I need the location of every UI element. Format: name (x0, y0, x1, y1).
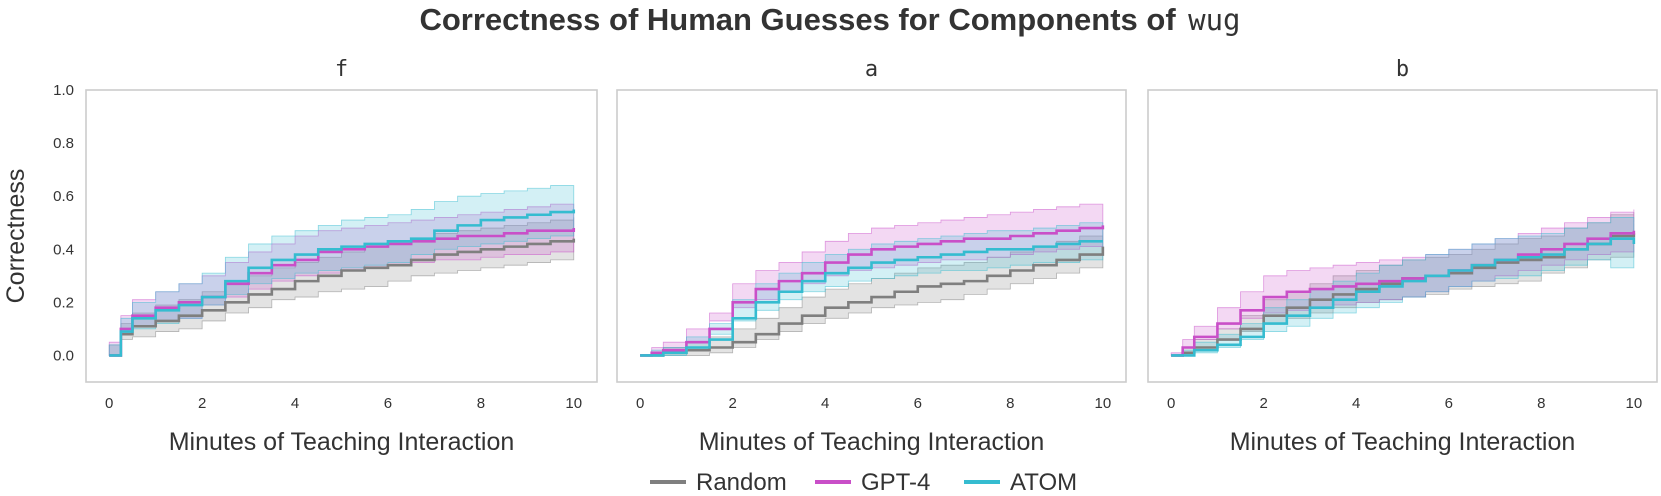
x-tick-label: 10 (1095, 395, 1112, 412)
plot-frame (1147, 89, 1658, 383)
series-line-atom (109, 209, 576, 357)
series-line-atom (1171, 237, 1636, 357)
y-tick-label: 0.6 (53, 188, 74, 205)
figure-title-text: Correctness of Human Guesses for Compone… (419, 2, 1176, 37)
x-tick-label: 2 (729, 395, 737, 412)
plot-frame (85, 89, 598, 383)
x-tick-label: 8 (477, 395, 485, 412)
panel-title: b (1396, 57, 1409, 82)
y-axis-label: Correctness (2, 169, 30, 304)
y-tick-label: 0.8 (53, 135, 74, 152)
x-tick-label: 4 (1352, 395, 1360, 412)
y-tick-label: 1.0 (53, 82, 74, 99)
panel-a: a 0 2 4 6 8 10 Minutes of Teaching Interaction (616, 57, 1127, 456)
x-axis-label: Minutes of Teaching Interaction (699, 428, 1045, 456)
legend: Random GPT-4 ATOM (650, 469, 1077, 496)
x-tick-label: 0 (105, 395, 113, 412)
legend-item-gpt-4: GPT-4 (815, 469, 930, 496)
x-tick-label: 6 (384, 395, 392, 412)
x-tick-label: 0 (1167, 395, 1175, 412)
x-tick-label: 2 (1260, 395, 1268, 412)
x-tick-label: 4 (291, 395, 299, 412)
series-line-atom (640, 240, 1103, 357)
legend-item-atom: ATOM (964, 469, 1077, 496)
panels: f 0 2 4 6 8 10 0.0 0.2 0.4 0.6 0.8 1.0 Minutes of Tea… (2, 57, 1658, 456)
x-tick-label: 10 (1626, 395, 1643, 412)
panel-title: a (865, 57, 878, 82)
x-tick-label: 2 (198, 395, 206, 412)
y-tick-label: 0.4 (53, 241, 74, 258)
series-line-random (109, 238, 576, 357)
panel-title: f (335, 57, 348, 82)
panel-b: b 0 2 4 6 8 10 Minutes of Teaching Interaction (1147, 57, 1658, 456)
panel-f: f 0 2 4 6 8 10 0.0 0.2 0.4 0.6 0.8 1.0 Minutes of Tea… (2, 57, 598, 456)
figure-title-code: wug (1188, 3, 1240, 37)
x-axis-label: Minutes of Teaching Interaction (1230, 428, 1576, 456)
plot-frame (616, 89, 1127, 383)
series-line-gpt-4 (640, 225, 1105, 357)
x-axis-label: Minutes of Teaching Interaction (169, 428, 515, 456)
legend-label: Random (696, 469, 787, 496)
legend-label: ATOM (1010, 469, 1077, 496)
legend-item-random: Random (650, 469, 787, 496)
figure-title: Correctness of Human Guesses for Compone… (419, 2, 1240, 37)
x-tick-label: 8 (1537, 395, 1545, 412)
x-tick-label: 10 (565, 395, 582, 412)
x-tick-label: 0 (636, 395, 644, 412)
x-tick-label: 8 (1006, 395, 1014, 412)
y-tick-label: 0.2 (53, 294, 74, 311)
legend-label: GPT-4 (861, 469, 930, 496)
x-tick-label: 6 (914, 395, 922, 412)
y-tick-label: 0.0 (53, 347, 74, 364)
x-tick-label: 6 (1445, 395, 1453, 412)
x-tick-label: 4 (821, 395, 829, 412)
